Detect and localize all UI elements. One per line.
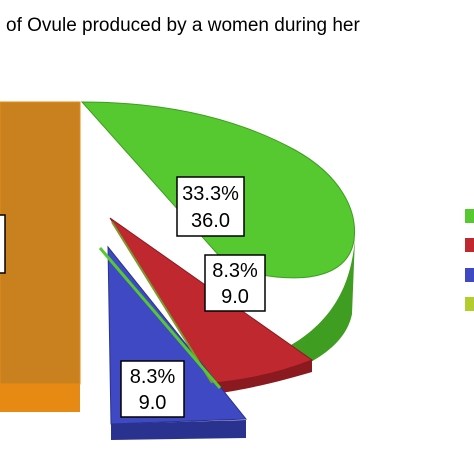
data-label-value: 36.0 — [191, 210, 230, 232]
data-label-red: 8.3% 9.0 — [204, 254, 266, 312]
slice-side — [230, 238, 355, 388]
legend-swatch — [465, 268, 474, 282]
pie-slice — [0, 101, 81, 385]
data-label-blue: 8.3% 9.0 — [120, 360, 185, 418]
slice-divider — [98, 247, 222, 389]
data-label-green: 33.3% 36.0 — [176, 176, 245, 237]
data-label-percent: 8.3% — [130, 366, 176, 388]
legend-swatch — [465, 209, 474, 223]
legend-swatch — [465, 297, 474, 311]
data-label-value: 9.0 — [139, 392, 167, 414]
data-label-value: 9.0 — [221, 286, 249, 308]
chart-title: of Ovule produced by a women during her — [6, 15, 360, 36]
slice-side — [0, 384, 80, 412]
legend-swatch — [465, 238, 474, 252]
slice-divider — [111, 221, 213, 384]
clipped-data-label-box — [0, 214, 6, 274]
legend — [465, 209, 474, 311]
data-label-percent: 8.3% — [212, 260, 258, 282]
slice-side — [111, 420, 246, 440]
data-label-percent: 33.3% — [182, 183, 239, 205]
